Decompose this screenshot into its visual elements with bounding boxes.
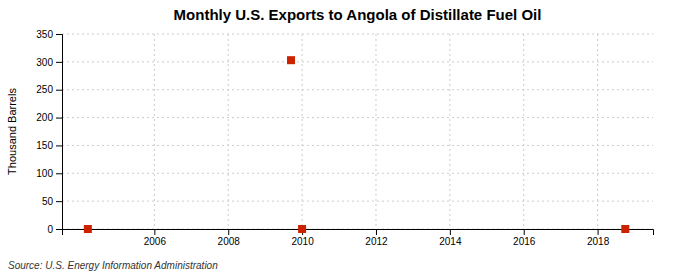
tick-label: 2006: [144, 236, 167, 247]
tick: 350: [36, 29, 62, 40]
point: [287, 56, 295, 64]
grid-line: [597, 34, 598, 229]
title: Monthly U.S. Exports to Angola of Distil…: [174, 6, 542, 23]
tick: 300: [36, 57, 62, 68]
grid-line: [62, 201, 653, 202]
grid-line: [62, 173, 653, 174]
grid-line: [62, 34, 653, 35]
plot: 2006 2008 2010 2012 2014 2016 2018 0 50 100 150 200…: [36, 29, 653, 247]
tick-mark: [56, 118, 62, 119]
tick-mark: [56, 229, 62, 230]
tick-mark: [450, 229, 451, 235]
tick: 100: [36, 168, 62, 179]
tick-mark: [598, 229, 599, 235]
grid: [62, 34, 653, 229]
tick: 2014: [439, 229, 462, 247]
axis-line: [63, 230, 654, 236]
tick: 50: [42, 196, 62, 207]
tick-label: 350: [36, 29, 53, 40]
tick-label: 50: [42, 196, 54, 207]
tick-label: 2012: [365, 236, 388, 247]
tick: 200: [36, 112, 62, 123]
grid-line: [62, 89, 653, 90]
tick-label: 300: [36, 57, 53, 68]
tick-mark: [154, 229, 155, 235]
tick-mark: [524, 229, 525, 235]
tick-label: 2016: [513, 236, 536, 247]
tick-mark: [56, 201, 62, 202]
tick-label: 2008: [218, 236, 241, 247]
tick-label: 2014: [439, 236, 462, 247]
tick: 250: [36, 84, 62, 95]
grid-line: [228, 34, 229, 229]
grid-line: [154, 34, 155, 229]
tick: 0: [47, 224, 62, 235]
grid-line: [62, 117, 653, 118]
tick-mark: [56, 145, 62, 146]
tick-mark: [56, 90, 62, 91]
y-axis: 0 50 100 150 200 250 300 350: [36, 29, 62, 235]
point: [621, 225, 629, 233]
tick-label: 200: [36, 112, 53, 123]
x-axis: 2006 2008 2010 2012 2014 2016 2018: [63, 229, 654, 247]
tick-mark: [56, 62, 62, 63]
grid-line: [62, 145, 653, 146]
grid-line: [302, 34, 303, 229]
tick-label: 100: [36, 168, 53, 179]
tick-label: 250: [36, 84, 53, 95]
tick: 2008: [218, 229, 241, 247]
tick: 2006: [144, 229, 167, 247]
tick-label: 150: [36, 140, 53, 151]
tick-mark: [56, 173, 62, 174]
grid-line: [523, 34, 524, 229]
chart: 2006 2008 2010 2012 2014 2016 2018 0 50 100 150 200…: [0, 0, 675, 275]
grid-line: [449, 34, 450, 229]
tick-label: 2010: [291, 236, 314, 247]
points: [84, 56, 629, 233]
tick-mark: [228, 229, 229, 235]
tick-mark: [376, 229, 377, 235]
axis-line: [56, 35, 63, 230]
point: [298, 225, 306, 233]
tick: 2018: [587, 229, 610, 247]
tick-label: 0: [47, 224, 53, 235]
tick-label: 2018: [587, 236, 610, 247]
tick: 2016: [513, 229, 536, 247]
y-axis-title: Thousand Barrels: [6, 88, 18, 175]
source: Source: U.S. Energy Information Administ…: [8, 260, 218, 271]
grid-line: [62, 61, 653, 62]
point: [84, 225, 92, 233]
tick-mark: [56, 34, 62, 35]
tick: 150: [36, 140, 62, 151]
tick: 2012: [365, 229, 388, 247]
grid-line: [375, 34, 376, 229]
